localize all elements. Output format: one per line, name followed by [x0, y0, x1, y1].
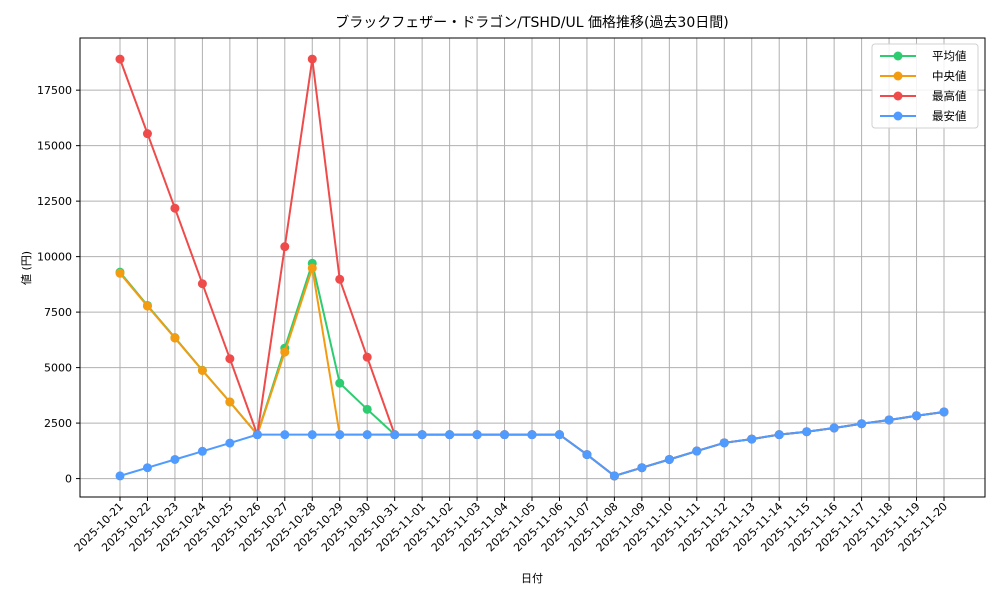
data-point-marker	[307, 54, 317, 64]
data-point-marker	[829, 423, 839, 433]
data-point-marker	[472, 430, 482, 440]
x-axis-label: 日付	[521, 572, 543, 585]
data-point-marker	[170, 203, 180, 213]
data-point-marker	[417, 430, 427, 440]
data-point-marker	[884, 415, 894, 425]
data-point-marker	[362, 430, 372, 440]
data-point-marker	[664, 454, 674, 464]
y-tick-label: 15000	[37, 140, 72, 153]
legend-item-min: 最安値	[880, 109, 967, 123]
y-tick-label: 7500	[44, 306, 72, 319]
data-point-marker	[142, 463, 152, 473]
legend-marker-icon	[893, 111, 903, 121]
legend-box	[871, 43, 979, 129]
data-point-marker	[554, 430, 564, 440]
series-3	[115, 407, 949, 481]
data-point-marker	[335, 274, 345, 284]
data-point-marker	[115, 54, 125, 64]
data-point-marker	[527, 430, 537, 440]
data-point-marker	[500, 430, 510, 440]
x-axis-ticks: 2025-10-212025-10-222025-10-232025-10-24…	[72, 497, 950, 554]
data-point-marker	[170, 333, 180, 343]
legend-marker-icon	[893, 71, 903, 81]
data-point-marker	[170, 454, 180, 464]
legend-label: 平均値	[932, 49, 967, 63]
data-point-marker	[307, 430, 317, 440]
data-point-marker	[637, 463, 647, 473]
legend-marker-icon	[893, 91, 903, 101]
legend: 平均値 中央値 最高値 最安値	[871, 43, 979, 129]
data-point-marker	[609, 471, 619, 481]
data-point-marker	[280, 347, 290, 357]
y-tick-label: 5000	[44, 362, 72, 375]
legend-item-median: 中央値	[880, 69, 967, 83]
legend-item-max: 最高値	[880, 89, 967, 103]
y-tick-label: 12500	[37, 195, 72, 208]
data-point-marker	[197, 365, 207, 375]
data-point-marker	[252, 430, 262, 440]
chart-title: ブラックフェザー・ドラゴン/TSHD/UL 価格推移(過去30日間)	[335, 14, 728, 31]
y-tick-label: 2500	[44, 417, 72, 430]
y-axis-label: 値 (円)	[20, 251, 33, 285]
data-point-marker	[115, 268, 125, 278]
data-point-marker	[115, 471, 125, 481]
data-point-marker	[912, 411, 922, 421]
legend-label: 中央値	[932, 69, 967, 83]
data-point-marker	[225, 354, 235, 364]
data-point-marker	[280, 242, 290, 252]
data-point-marker	[857, 419, 867, 429]
data-point-marker	[774, 430, 784, 440]
data-point-marker	[225, 438, 235, 448]
data-point-marker	[390, 430, 400, 440]
data-point-marker	[719, 438, 729, 448]
series-layer	[115, 54, 949, 481]
data-point-marker	[939, 407, 949, 417]
data-point-marker	[307, 263, 317, 273]
data-point-marker	[197, 279, 207, 289]
data-point-marker	[197, 446, 207, 456]
legend-item-average: 平均値	[880, 49, 967, 63]
grid-lines	[80, 38, 985, 497]
data-point-marker	[362, 404, 372, 414]
legend-label: 最安値	[932, 109, 967, 123]
data-point-marker	[692, 446, 702, 456]
data-point-marker	[335, 430, 345, 440]
y-axis-ticks: 0 2500 5000 7500 10000 12500 15000 17500	[37, 84, 80, 486]
legend-marker-icon	[893, 51, 903, 61]
data-point-marker	[445, 430, 455, 440]
data-point-marker	[280, 430, 290, 440]
legend-label: 最高値	[932, 89, 967, 103]
y-tick-label: 0	[65, 473, 72, 486]
data-point-marker	[225, 397, 235, 407]
data-point-marker	[362, 352, 372, 362]
y-tick-label: 17500	[37, 84, 72, 97]
data-point-marker	[582, 450, 592, 460]
data-point-marker	[142, 129, 152, 139]
data-point-marker	[335, 378, 345, 388]
data-point-marker	[747, 434, 757, 444]
data-point-marker	[802, 427, 812, 437]
data-point-marker	[142, 301, 152, 311]
y-tick-label: 10000	[37, 251, 72, 264]
